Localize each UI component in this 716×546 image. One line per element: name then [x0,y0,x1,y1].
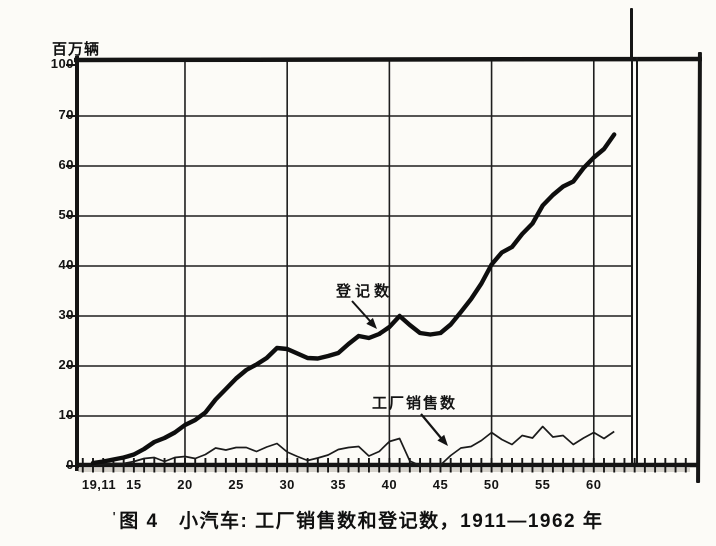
factory-sales-annotation-arrow [420,413,448,446]
axis-shadow-smudge [78,468,690,472]
vertical-gridlines [184,60,595,465]
y-tick-label: 70 [58,107,74,122]
y-tick-label: 0 [66,457,74,472]
annotation-registrations-label: 登记数 [336,283,394,300]
x-tick-label: 45 [432,477,449,492]
x-tick-label: 20 [177,477,193,492]
figure-caption-text: 图 4 小汽车: 工厂销售数和登记数，1911—1962 年 [119,511,604,532]
x-tick-label: 19,11 [81,477,117,492]
x-tick-label: 35 [330,477,346,492]
x-tick-label: 40 [381,477,398,492]
x-tick-label: 50 [483,477,500,492]
y-tick-label: 40 [58,257,74,272]
y-tick-label: 100 [50,56,74,71]
y-tick-label: 20 [58,357,74,372]
y-axis-unit-label: 百万辆 [52,41,101,58]
x-tick-label: 30 [279,477,295,492]
frame-top [73,56,703,63]
y-tick-label: 60 [58,157,74,172]
factory-sales-line [92,425,615,467]
annotation-factory-sales-label: 工厂销售数 [372,395,458,412]
y-tick-label: 50 [58,207,74,222]
y-tick-label: 30 [58,307,74,322]
x-axis-minor-ticks [81,458,687,473]
y-axis-ticks [66,64,79,467]
caption-scan-tick: ' [112,509,118,524]
x-tick-label: 55 [534,477,551,492]
y-tick-label: 10 [58,407,74,422]
scan-artifact-top-right-stub [630,8,633,60]
registrations-annotation-arrow [351,300,377,329]
registrations-line [90,132,617,466]
x-tick-label: 60 [586,477,602,492]
x-tick-label: 25 [228,477,244,492]
x-tick-label: 15 [126,477,142,492]
horizontal-gridlines [78,115,633,417]
figure-caption: ' 图 4 小汽车: 工厂销售数和登记数，1911—1962 年 [0,506,716,533]
